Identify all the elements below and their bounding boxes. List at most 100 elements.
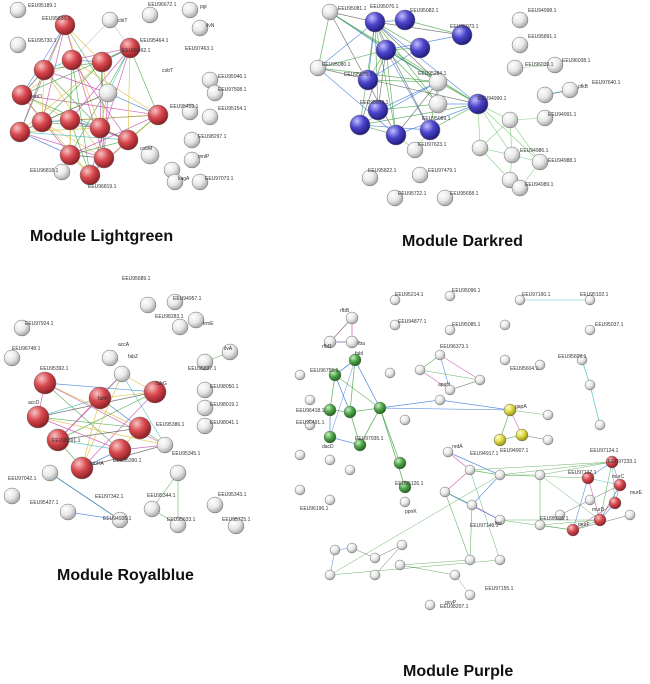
- network-edge: [449, 379, 481, 391]
- node-label: EEU95037.1: [595, 322, 624, 328]
- protein-node: [428, 94, 448, 114]
- network-edge: [359, 407, 381, 446]
- network-edge: [71, 59, 129, 141]
- protein-node: [41, 464, 59, 482]
- node-label: EEU96418.1: [296, 408, 325, 414]
- protein-node: [196, 417, 214, 435]
- protein-node: [191, 19, 209, 37]
- node-label: murE: [630, 490, 643, 496]
- node-label: EEU94907.1: [500, 448, 529, 454]
- protein-node: [593, 513, 607, 527]
- protein-node: [419, 119, 441, 141]
- protein-node: [101, 11, 119, 29]
- network-edge: [379, 407, 511, 411]
- network-edge: [385, 49, 397, 136]
- network-edge: [374, 544, 403, 576]
- network-edge: [19, 127, 101, 133]
- protein-node: [386, 189, 404, 207]
- network-edge: [41, 61, 103, 123]
- node-label: EEU98283.1: [155, 314, 184, 320]
- protein-node: [343, 405, 357, 419]
- network-edge: [69, 47, 131, 121]
- node-label: EEU94991.1: [548, 112, 577, 118]
- module-title-royalblue: Module Royalblue: [57, 567, 194, 584]
- protein-node: [9, 36, 27, 54]
- protein-node: [414, 364, 426, 376]
- network-edge: [57, 373, 123, 441]
- protein-node: [436, 189, 454, 207]
- node-label: EEU97935.1: [355, 436, 384, 442]
- network-edge: [67, 511, 121, 521]
- network-edge: [399, 559, 471, 566]
- protein-node: [384, 367, 396, 379]
- node-label: EEU95891.1: [528, 34, 557, 40]
- network-edge: [419, 369, 451, 391]
- network-edge: [572, 502, 616, 531]
- node-label: accD: [28, 400, 40, 406]
- network-edge: [589, 384, 601, 426]
- node-label: EEU96755.1: [310, 368, 339, 374]
- network-edge: [572, 477, 589, 531]
- network-edge: [317, 67, 479, 105]
- network-edge: [444, 491, 471, 561]
- node-label: EEU95946.1: [218, 74, 247, 80]
- network-edge: [329, 474, 501, 576]
- protein-node: [119, 37, 141, 59]
- protein-node: [221, 343, 239, 361]
- network-edge: [329, 359, 356, 438]
- protein-node: [166, 293, 184, 311]
- node-label: trmE: [203, 321, 214, 327]
- protein-node: [546, 56, 564, 74]
- node-label: EEU94935.1: [103, 516, 132, 522]
- protein-node: [191, 173, 209, 191]
- protein-node: [324, 494, 336, 506]
- protein-node: [542, 409, 554, 421]
- protein-node: [59, 109, 81, 131]
- node-label: EEU95462.1: [122, 48, 151, 54]
- node-label: EEU94989.1: [525, 182, 554, 188]
- node-label: fabI: [355, 351, 363, 357]
- protein-node: [181, 103, 199, 121]
- protein-node: [584, 494, 596, 506]
- protein-node: [534, 469, 546, 481]
- protein-node: [227, 517, 245, 535]
- protein-node: [294, 369, 306, 381]
- node-label: EEU98297.1: [198, 134, 227, 140]
- protein-node: [542, 434, 554, 446]
- node-label: EEU95725.1: [222, 517, 251, 523]
- node-label: EEU96038.1: [562, 58, 591, 64]
- node-label: EEU95345.1: [172, 451, 201, 457]
- protein-node: [442, 446, 454, 458]
- protein-node: [196, 381, 214, 399]
- node-label: EEU94998.1: [528, 8, 557, 14]
- protein-node: [624, 509, 636, 521]
- protein-node: [309, 59, 327, 77]
- node-label: EEU95015.1: [540, 516, 569, 522]
- protein-node: [367, 99, 389, 121]
- node-label: EEU95082.1: [410, 8, 439, 14]
- protein-node: [324, 569, 336, 581]
- protein-node: [88, 386, 112, 410]
- network-edge: [509, 409, 549, 416]
- node-label: EEU95633.1: [167, 517, 196, 523]
- protein-node: [324, 454, 336, 466]
- protein-node: [536, 86, 554, 104]
- protein-node: [554, 509, 566, 521]
- node-label: EEU95081.1: [338, 6, 367, 12]
- protein-node: [143, 380, 167, 404]
- node-label: EEU98041.1: [210, 420, 239, 426]
- node-label: EEU95837.1: [188, 366, 217, 372]
- protein-node: [584, 324, 596, 336]
- node-label: EEU97073.1: [205, 176, 234, 182]
- protein-node: [394, 559, 406, 571]
- protein-node: [304, 419, 316, 431]
- protein-node: [3, 349, 21, 367]
- protein-node: [187, 311, 205, 329]
- protein-node: [345, 335, 359, 349]
- protein-node: [369, 569, 381, 581]
- node-label: EEU95126.1: [395, 481, 424, 487]
- protein-node: [328, 368, 342, 382]
- node-label: EEU98019.1: [210, 402, 239, 408]
- protein-node: [515, 428, 529, 442]
- node-label: ilvN: [206, 23, 215, 29]
